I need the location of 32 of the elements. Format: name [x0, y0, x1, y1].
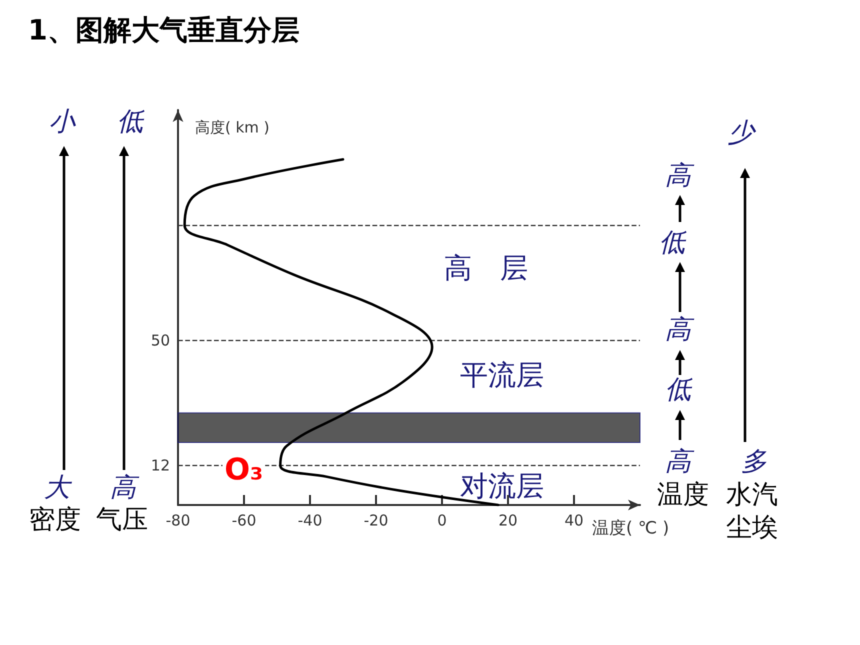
text: 高 — [665, 161, 695, 191]
x-tick-label: 40 — [564, 512, 584, 530]
text: 高 — [110, 473, 140, 503]
y-axis-title: 高度( km ) — [195, 118, 270, 136]
text: 温度 — [657, 480, 709, 510]
text: 多 — [741, 447, 767, 477]
text: 高 — [665, 447, 695, 477]
text: 气压 — [96, 505, 148, 535]
text: 少 — [728, 118, 757, 148]
x-tick-label: -80 — [166, 512, 190, 530]
chart-title: 1、图解大气垂直分层 — [28, 14, 300, 46]
text: 低 — [659, 228, 687, 258]
text: 低 — [117, 107, 145, 137]
y-tick-label: 12 — [150, 456, 170, 474]
text: 低 — [665, 375, 693, 405]
text: 高 — [665, 315, 695, 345]
band-label: O₃ — [224, 452, 264, 488]
x-tick-label: -20 — [364, 512, 388, 530]
x-tick-label: -40 — [298, 512, 322, 530]
text: 尘埃 — [726, 513, 778, 543]
text: 小 — [49, 107, 76, 137]
annotation: 对流层 — [460, 470, 544, 502]
text: 水汽 — [726, 480, 778, 510]
x-tick-label: -60 — [232, 512, 256, 530]
annotation: 平流层 — [460, 358, 544, 392]
x-tick-label: 0 — [437, 512, 447, 530]
x-tick-label: 20 — [498, 512, 518, 530]
text: 密度 — [29, 505, 81, 535]
annotation: 高 层 — [444, 252, 528, 284]
y-tick-label: 50 — [150, 331, 170, 350]
text: 大 — [44, 473, 73, 503]
x-axis-title: 温度( ℃ ) — [592, 518, 670, 538]
